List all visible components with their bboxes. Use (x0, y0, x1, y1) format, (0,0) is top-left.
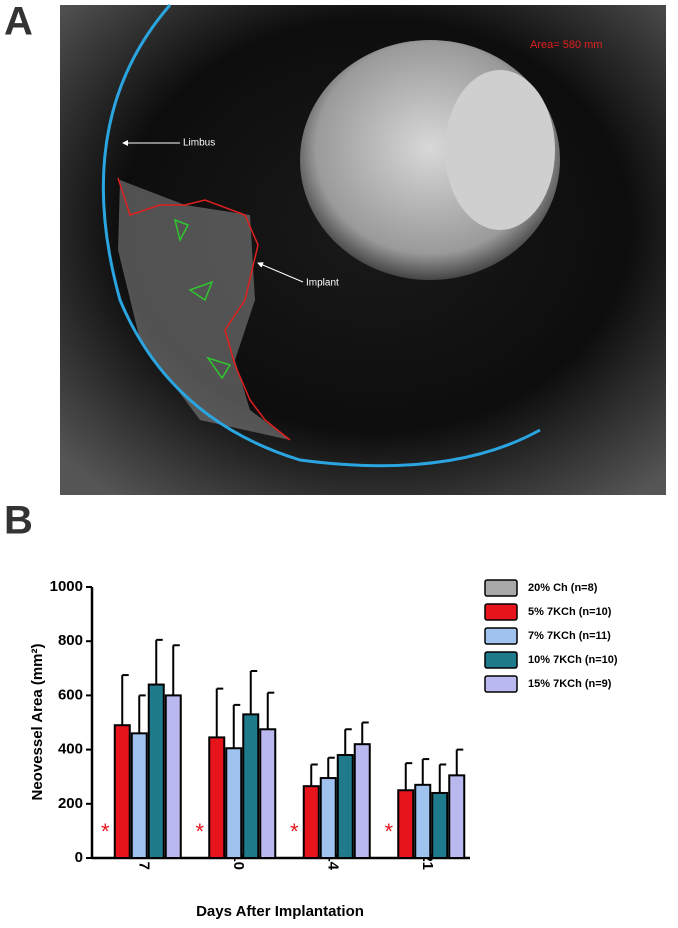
bar (414, 783, 432, 860)
significance-marker: * (290, 819, 299, 844)
area-annotation: Area= 580 mm (530, 39, 602, 51)
bar (147, 683, 165, 859)
legend-label: 20% Ch (n=8) (528, 582, 598, 594)
legend-swatch (484, 627, 518, 645)
x-tick-label: 7 (135, 862, 152, 870)
y-tick-label: 1000 (50, 578, 83, 595)
bar (397, 789, 415, 859)
legend-label: 15% 7KCh (n=9) (528, 678, 612, 690)
limbus-label: Limbus (183, 138, 215, 149)
legend-swatch (484, 675, 518, 693)
legend-label: 10% 7KCh (n=10) (528, 654, 618, 666)
y-tick-label: 0 (75, 849, 83, 866)
legend-label: 5% 7KCh (n=10) (528, 606, 612, 618)
y-axis-label: Neovessel Area (mm²) (29, 643, 46, 800)
bar (431, 791, 449, 860)
bar (164, 694, 182, 860)
legend-label: 7% 7KCh (n=11) (528, 630, 611, 642)
legend-swatch (484, 579, 518, 597)
bar (353, 743, 371, 859)
bar (259, 728, 277, 860)
legend-swatch (484, 603, 518, 621)
bar (448, 774, 466, 859)
y-tick-label: 800 (58, 632, 83, 649)
x-axis-label: Days After Implantation (196, 903, 364, 920)
y-tick-label: 200 (58, 795, 83, 812)
significance-marker: * (384, 819, 393, 844)
bar (225, 747, 243, 859)
panel-label: B (4, 499, 33, 543)
implant-label: Implant (306, 278, 339, 289)
y-tick-label: 600 (58, 686, 83, 703)
legend-swatch (484, 651, 518, 669)
significance-marker: * (101, 819, 110, 844)
photo (60, 4, 666, 495)
bar (130, 732, 148, 860)
bar (113, 724, 131, 860)
y-tick-label: 400 (58, 741, 83, 758)
bar (319, 777, 337, 859)
bar (208, 736, 226, 860)
bar (242, 713, 260, 859)
panel-label: A (4, 0, 33, 44)
bar (336, 754, 354, 860)
significance-marker: * (195, 819, 204, 844)
bar (302, 785, 320, 859)
